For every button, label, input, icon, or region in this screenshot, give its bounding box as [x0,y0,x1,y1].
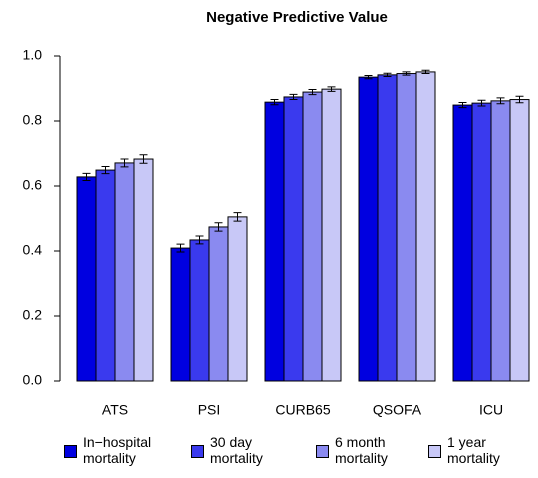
legend-item: In−hospital mortality [64,434,183,466]
bar [415,71,436,382]
bar [114,162,135,382]
error-bar [101,166,110,175]
bar [452,104,473,382]
error-bar [477,99,486,107]
error-bar [82,172,91,181]
bar [133,158,154,382]
bar [76,176,97,382]
y-tick-label: 0.6 [23,177,43,193]
bar [283,96,304,382]
legend-swatch [64,445,77,458]
legend-label: 6 month mortality [335,434,388,466]
x-tick-label: ICU [479,402,503,418]
legend-label: 30 day mortality [210,434,263,466]
bar [189,239,210,382]
error-bar [421,69,430,75]
error-bar [176,243,185,253]
error-bar [327,86,336,92]
bar [208,226,229,382]
x-tick-label: ATS [102,402,128,418]
legend-item: 30 day mortality [191,434,285,466]
error-bar [496,97,505,105]
chart-title: Negative Predictive Value [206,9,388,26]
bar [471,102,492,382]
bar [302,91,323,382]
x-tick-label: PSI [198,402,221,418]
y-tick-label: 1.0 [23,47,43,63]
legend-swatch [428,445,441,458]
bar [321,88,342,382]
legend-item: 6 month mortality [316,434,415,466]
bar [227,216,248,382]
error-bar [270,99,279,106]
x-tick-label: CURB65 [275,402,330,418]
legend: In−hospital mortality 30 day mortality 6 m… [0,434,538,474]
bar [490,100,511,382]
y-tick-label: 0.8 [23,112,43,128]
error-bar [383,72,392,77]
bar [95,169,116,382]
bar [396,73,417,382]
error-bar [139,154,148,164]
error-bar [364,75,373,80]
error-bar [195,235,204,245]
bar [509,99,530,382]
error-bar [402,71,411,76]
legend-swatch [191,445,204,458]
error-bar [233,212,242,222]
bar [377,74,398,382]
legend-swatch [316,445,329,458]
bar [264,101,285,382]
y-tick-label: 0.2 [23,307,43,323]
error-bar [308,88,317,96]
legend-item: 1 year mortality [428,434,527,466]
y-tick-label: 0.4 [23,242,43,258]
error-bar [458,101,467,109]
error-bar [120,158,129,168]
error-bar [214,222,223,232]
bar [170,247,191,382]
chart: Negative Predictive Value 0.0 0.2 0.4 0.6 0.… [23,9,530,418]
error-bar [515,95,524,104]
y-tick-label: 0.0 [23,372,43,388]
bar [358,76,379,382]
error-bar [289,93,298,101]
legend-label: 1 year mortality [447,434,500,466]
legend-label: In−hospital mortality [83,434,152,466]
x-tick-label: QSOFA [373,402,422,418]
